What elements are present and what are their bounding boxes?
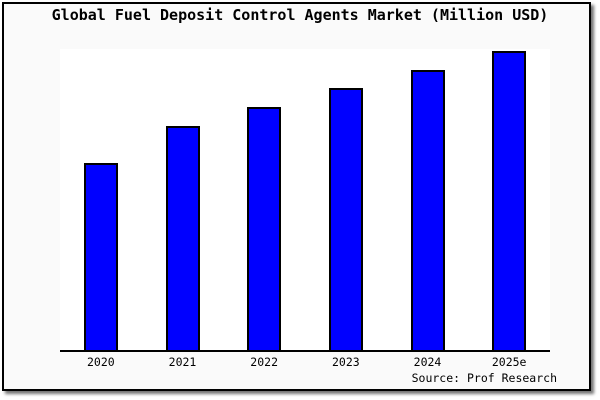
plot-area	[60, 49, 550, 352]
x-tick-label-2025e: 2025e	[491, 355, 527, 369]
chart-title: Global Fuel Deposit Control Agents Marke…	[51, 6, 549, 24]
bar-2020	[83, 163, 118, 350]
x-tick-label-2021: 2021	[168, 355, 197, 369]
source-note: Source: Prof Research	[411, 371, 557, 385]
x-tick-label-2024: 2024	[413, 355, 442, 369]
bar-2021	[165, 125, 200, 350]
bar-2023	[328, 88, 363, 350]
x-tick-label-2022: 2022	[250, 355, 279, 369]
bar-2022	[247, 106, 282, 350]
bar-2025e	[492, 50, 527, 350]
x-tick-label-2020: 2020	[86, 355, 115, 369]
x-tick-label-2023: 2023	[331, 355, 360, 369]
bar-2024	[410, 69, 445, 350]
